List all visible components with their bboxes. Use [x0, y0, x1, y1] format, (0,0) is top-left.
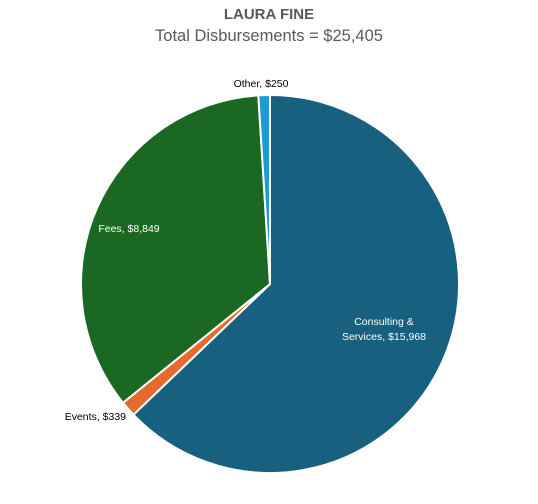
- pie-slice-fees: [80, 94, 271, 404]
- data-label-events: Events, $339: [65, 411, 126, 423]
- chart-title: LAURA FINE: [223, 6, 315, 23]
- data-label-fees: Fees, $8,849: [98, 223, 159, 235]
- chart-subtitle: Total Disbursements = $25,405: [155, 27, 383, 45]
- data-label-other: Other, $250: [234, 78, 289, 90]
- pie-slice-consulting-services: [132, 94, 460, 474]
- data-label-consulting-services: Consulting & Services, $15,968: [342, 316, 426, 343]
- pie-slice-other: [257, 94, 271, 285]
